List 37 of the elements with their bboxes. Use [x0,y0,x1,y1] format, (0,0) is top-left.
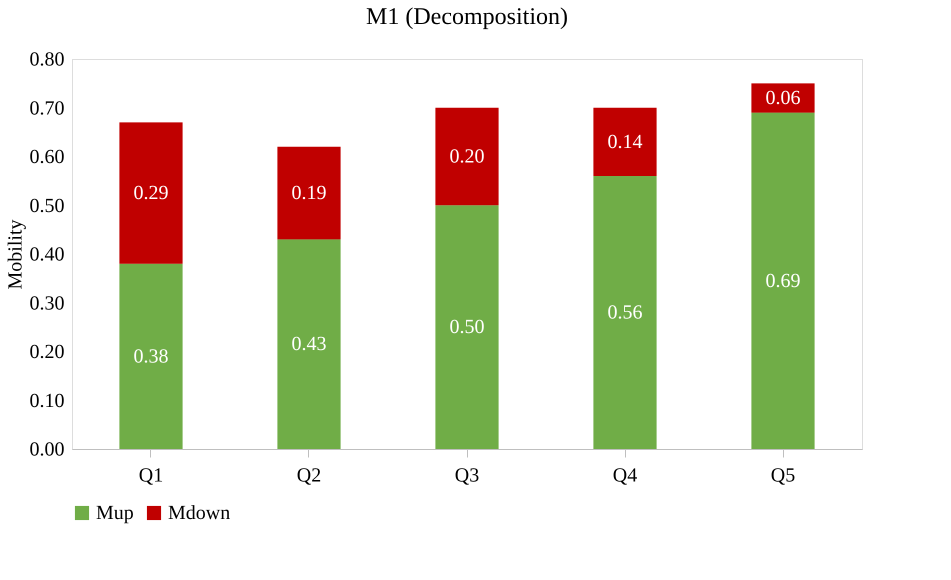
data-label: 0.19 [292,182,326,204]
data-label: 0.06 [766,87,800,109]
y-tick-label: 0.10 [30,390,64,412]
y-tick-label: 0.20 [30,341,64,363]
x-tick-label: Q3 [454,464,480,486]
y-tick-label: 0.40 [30,244,64,266]
bar [119,122,183,264]
bar [593,176,657,449]
y-axis-title: Mobility [4,219,26,290]
data-label: 0.14 [608,130,642,153]
data-label: 0.56 [608,302,642,324]
chart-title: M1 (Decomposition) [366,4,568,30]
x-tick-label: Q5 [770,464,796,486]
bar [435,108,499,206]
data-label: 0.20 [450,146,484,168]
data-label: 0.43 [292,333,326,356]
y-tick-label: 0.00 [30,438,64,460]
bar [277,239,341,449]
data-label: 0.50 [450,316,484,338]
y-tick-label: 0.70 [30,97,64,120]
bar [435,205,499,449]
bar [277,146,341,240]
y-tick-label: 0.80 [30,48,64,70]
data-label: 0.69 [766,270,800,292]
x-tick-label: Q1 [138,464,164,486]
y-tick-label: 0.50 [30,194,64,217]
x-tick-label: Q4 [612,464,638,486]
data-label: 0.29 [134,182,168,204]
y-tick-label: 0.30 [30,292,64,314]
bar [751,112,815,449]
data-label: 0.38 [134,345,168,368]
bar [593,108,657,176]
bar [119,264,183,449]
legend-label: Mdown [168,502,230,524]
legend-label: Mup [96,502,134,524]
y-tick-label: 0.60 [30,146,64,168]
x-tick-label: Q2 [296,464,322,486]
